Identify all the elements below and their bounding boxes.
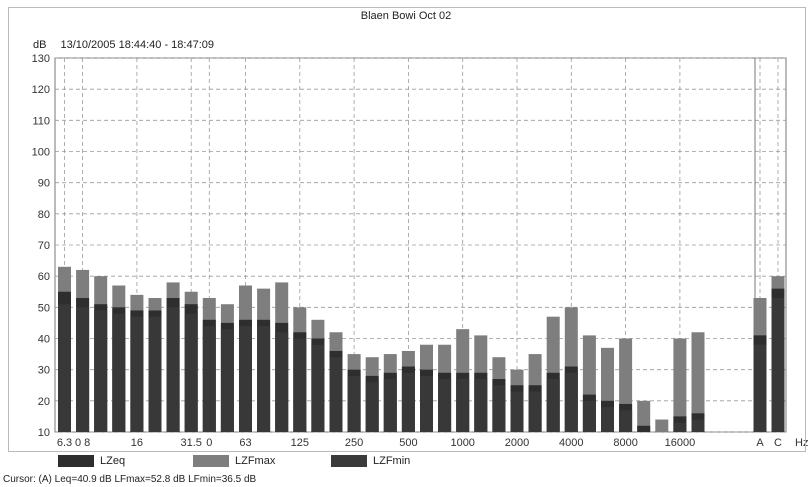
legend-swatch-lzfmin — [331, 455, 367, 468]
bar-lzfmin — [311, 344, 325, 432]
y-tick-label: 40 — [38, 334, 50, 346]
x-tick-label: 125 — [291, 437, 309, 449]
legend-label-lzeq: LZeq — [100, 455, 126, 467]
bar-lzfmin — [184, 313, 198, 432]
cursor-readout: Cursor: (A) Leq=40.9 dB LFmax=52.8 dB LF… — [3, 474, 257, 485]
x-tick-label: 6.3 — [57, 437, 72, 449]
bar-lzfmin — [510, 391, 524, 432]
y-tick-label: 10 — [38, 427, 50, 439]
bar-lzfmin — [202, 326, 216, 432]
legend-label-lzfmax: LZFmax — [235, 455, 276, 467]
bar-lzfmin — [166, 307, 180, 432]
y-axis-unit: dB — [33, 39, 47, 51]
y-tick-label: 110 — [32, 115, 50, 127]
bar-lzfmin — [76, 307, 90, 432]
bar-lzfmax — [637, 400, 651, 432]
bar-lzfmax — [673, 338, 687, 432]
x-tick-label: 63 — [239, 437, 251, 449]
bar-lzfmin — [564, 372, 578, 432]
bar-lzfmin — [619, 410, 633, 432]
y-tick-label: 70 — [38, 240, 50, 252]
y-tick-label: 60 — [38, 271, 50, 283]
x-tick-label: 1000 — [450, 437, 474, 449]
bar-lzfmin — [130, 316, 144, 432]
frame-top — [8, 7, 806, 8]
bar-lzfmin — [474, 379, 488, 432]
y-tick-label: 20 — [38, 396, 50, 408]
bar-lzfmin — [58, 304, 71, 432]
bar-lzfmin — [528, 391, 542, 432]
bar-lzfmin — [293, 338, 307, 432]
legend-swatch-lzeq — [58, 455, 94, 468]
y-tick-label: 120 — [32, 84, 50, 96]
y-tick-label: 80 — [38, 209, 50, 221]
y-tick-label: 100 — [32, 147, 50, 159]
legend-item-lzfmin: LZFmin — [331, 455, 410, 469]
frame-bottom — [8, 451, 806, 452]
bar-lzfmin — [582, 400, 596, 432]
x-tick-label: 0 — [206, 437, 212, 449]
bar-lzfmin — [420, 375, 433, 432]
bar-lzfmin — [329, 357, 343, 432]
x-tick-label: 0 8 — [75, 437, 90, 449]
legend-swatch-lzfmax — [193, 455, 229, 468]
legend-item-lzfmax: LZFmax — [193, 455, 275, 469]
x-tick-label: 16000 — [665, 437, 696, 449]
bar-lzfmin — [546, 379, 560, 432]
bar-lzfmin — [601, 407, 614, 432]
x-tick-label: 16 — [131, 437, 143, 449]
legend-item-lzeq: LZeq — [58, 455, 125, 469]
bar-lzeq — [637, 425, 651, 432]
bar-lzfmin — [112, 313, 126, 432]
y-tick-label: 130 — [32, 53, 50, 65]
bar-lzfmin — [771, 297, 785, 432]
chart-title: Blaen Bowi Oct 02 — [360, 10, 452, 22]
x-tick-label: 2000 — [505, 437, 529, 449]
y-tick-label: 50 — [38, 302, 50, 314]
x-axis-unit: Hz — [795, 437, 808, 449]
bar-lzfmin — [148, 316, 162, 432]
frame-right — [805, 7, 806, 451]
bar-lzfmin — [257, 326, 271, 432]
bar-lzfmin — [753, 344, 767, 432]
bar-lzfmax — [691, 332, 705, 432]
bar-lzfmin — [275, 332, 289, 432]
y-tick-label: 90 — [38, 178, 50, 190]
x-tick-label: 31.5 — [180, 437, 201, 449]
bar-lzfmin — [438, 379, 452, 432]
x-tick-label: 8000 — [613, 437, 637, 449]
bar-lzfmin — [456, 379, 470, 432]
x-tick-label: A — [756, 437, 764, 449]
bar-lzfmin — [94, 310, 108, 432]
measurement-time-range: 13/10/2005 18:44:40 - 18:47:09 — [60, 39, 214, 51]
chart-header: dB 13/10/2005 18:44:40 - 18:47:09 — [33, 39, 228, 51]
bar-lzfmin — [691, 419, 705, 432]
bar-lzfmin — [220, 329, 234, 432]
x-tick-label: 500 — [399, 437, 417, 449]
x-tick-label: 250 — [345, 437, 363, 449]
legend-label-lzfmin: LZFmin — [373, 455, 411, 467]
bar-lzfmin — [492, 385, 506, 432]
bar-lzfmin — [383, 379, 397, 432]
x-tick-label: C — [774, 437, 782, 449]
y-tick-label: 30 — [38, 365, 50, 377]
frame-left — [8, 7, 9, 451]
bar-lzfmax — [655, 419, 669, 432]
bar-lzfmin — [401, 372, 415, 432]
bar-lzfmin — [239, 326, 252, 432]
bar-lzfmin — [347, 375, 361, 432]
x-tick-label: 4000 — [559, 437, 583, 449]
bar-lzfmin — [365, 382, 379, 432]
bar-lzfmin — [673, 422, 687, 432]
